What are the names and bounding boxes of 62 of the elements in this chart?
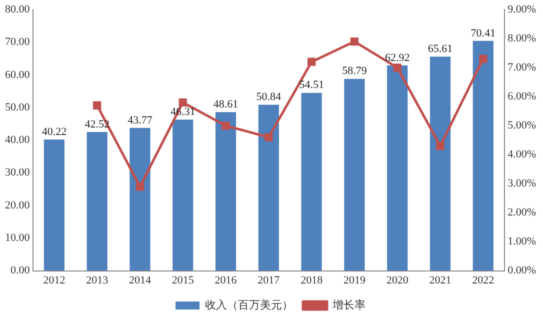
bar: [472, 40, 494, 271]
bar: [130, 128, 150, 271]
data-label: 70.41: [470, 27, 496, 40]
data-label: 50.84: [256, 91, 282, 104]
y2-tick-label: 7.00%: [508, 62, 536, 74]
y-tick-label: 10.00: [5, 232, 30, 244]
x-tick-label: 2014: [128, 274, 152, 286]
point: [393, 64, 402, 72]
point: [178, 98, 187, 107]
x-tick-label: 2015: [172, 274, 194, 286]
y-tick-label: 50.00: [5, 101, 30, 114]
bar: [215, 112, 236, 271]
data-label: 43.77: [128, 114, 153, 126]
point: [136, 182, 144, 191]
bar: [430, 56, 451, 271]
data-label: 65.61: [428, 42, 453, 55]
y-tick-label: 0.00: [10, 264, 30, 277]
legend-label: 收入（百万美元）: [205, 298, 293, 312]
bar: [344, 78, 365, 271]
data-label: 62.92: [384, 52, 410, 64]
y-tick-label: 30.00: [5, 166, 30, 179]
point: [264, 133, 273, 142]
y-tick-label: 60.00: [5, 68, 30, 81]
y2-tick-label: 0.00%: [508, 264, 536, 277]
x-tick-label: 2012: [43, 274, 66, 286]
point: [479, 54, 488, 64]
y2-tick-label: 8.00%: [508, 32, 536, 45]
x-tick-label: 2016: [214, 274, 238, 286]
x-tick-label: 2020: [386, 274, 409, 286]
y-tick-label: 40.00: [5, 134, 30, 146]
point: [307, 58, 316, 66]
x-tick-label: 2019: [343, 274, 366, 286]
data-label: 58.79: [342, 65, 368, 78]
y2-tick-label: 3.00%: [508, 178, 536, 190]
bar: [86, 132, 108, 271]
y2-tick-label: 2.00%: [508, 206, 536, 219]
y-tick-label: 80.00: [5, 3, 30, 16]
point: [350, 37, 359, 46]
data-label: 54.51: [299, 79, 324, 92]
data-label: 40.22: [42, 126, 67, 138]
x-tick-label: 2021: [429, 274, 452, 286]
point: [436, 142, 444, 150]
point: [93, 101, 102, 110]
y2-tick-label: 6.00%: [508, 90, 536, 103]
y2-tick-label: 1.00%: [508, 236, 536, 248]
x-tick-label: 2017: [258, 274, 280, 286]
x-tick-label: 2022: [472, 274, 494, 286]
bar: [387, 65, 408, 271]
bar: [258, 104, 279, 271]
y-tick-label: 20.00: [5, 199, 30, 212]
x-tick-label: 2018: [300, 274, 324, 286]
y2-tick-label: 9.00%: [508, 3, 536, 16]
bar: [301, 92, 322, 271]
y2-tick-label: 5.00%: [508, 120, 536, 132]
legend-label: 增长率: [332, 298, 366, 312]
bar: [172, 120, 194, 271]
point: [222, 122, 230, 130]
y2-tick-label: 4.00%: [508, 148, 536, 161]
y-tick-label: 70.00: [5, 36, 30, 48]
x-tick-label: 2013: [86, 274, 109, 286]
bar: [44, 139, 64, 271]
data-label: 48.61: [213, 98, 238, 110]
